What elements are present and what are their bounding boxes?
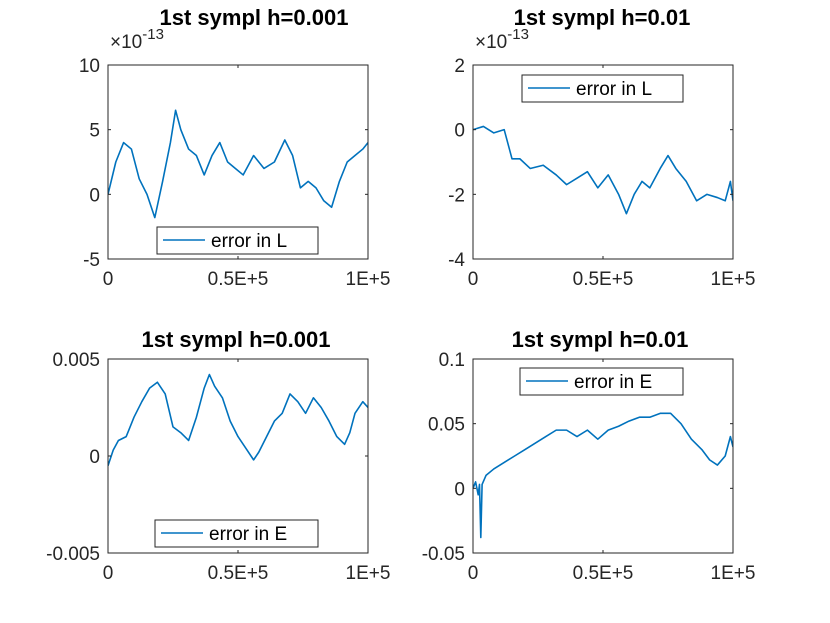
y-tick-label: 5 [89, 121, 100, 142]
axis-multiplier-base: ×10 [475, 32, 507, 53]
x-tick-label: 1E+5 [711, 269, 756, 290]
x-tick-label: 0 [468, 563, 479, 584]
subplot-top-right: 1st sympl h=0.01 ×10-13 0 0.5E+5 1E+5-4-20… [448, 5, 755, 290]
legend-box [519, 367, 684, 396]
axis-multiplier: ×10-13 [475, 26, 529, 53]
x-tick-label: 0 [103, 563, 114, 584]
legend-label: error in L [211, 231, 287, 252]
y-tick-label: -4 [448, 250, 465, 271]
x-tick-label: 0.5E+5 [573, 563, 634, 584]
axis-multiplier-exponent: -13 [142, 26, 164, 43]
x-tick-label: 1E+5 [711, 563, 756, 584]
x-tick-label: 0 [468, 269, 479, 290]
y-tick-label: -0.05 [422, 544, 465, 565]
axis-multiplier-base: ×10 [110, 32, 142, 53]
x-tick-label: 0.5E+5 [573, 269, 634, 290]
subplot-top-left: 1st sympl h=0.001 ×10-13 0 0.5E+5 1E+5-505… [79, 5, 391, 290]
legend: error in E [154, 519, 319, 548]
legend-box [154, 519, 319, 548]
series-line [473, 125, 733, 215]
axis-multiplier-exponent: -13 [507, 26, 529, 43]
subplot-title: 1st sympl h=0.001 [142, 327, 331, 352]
plot-area: 0 0.5E+5 1E+5 -4 -2 0 2 [448, 56, 755, 290]
subplot-title: 1st sympl h=0.001 [160, 5, 349, 30]
x-tick-label: 0.5E+5 [208, 269, 269, 290]
y-tick-label: -0.005 [46, 544, 100, 565]
y-tick-label: 0 [89, 447, 100, 468]
subplot-title: 1st sympl h=0.01 [514, 5, 691, 30]
subplot-bottom-right: 1st sympl h=0.01 0 0.5E+5 1E+5-0.0500.050.… [422, 327, 756, 584]
legend: error in E [519, 367, 684, 396]
y-tick-label: -5 [83, 250, 100, 271]
series-line [108, 373, 368, 466]
y-tick-label: 2 [454, 56, 465, 77]
series-line [108, 109, 368, 219]
y-tick-label: 0.05 [428, 415, 465, 436]
y-tick-label: 0 [454, 121, 465, 142]
x-tick-label: 0 [103, 269, 114, 290]
legend: error in L [521, 74, 684, 103]
legend-label: error in L [576, 79, 652, 100]
y-tick-label: 0.005 [52, 350, 100, 371]
y-tick-label: 0 [89, 185, 100, 206]
x-tick-label: 1E+5 [346, 563, 391, 584]
x-tick-label: 0.5E+5 [208, 563, 269, 584]
y-tick-label: -2 [448, 185, 465, 206]
y-tick-label: 10 [79, 56, 100, 77]
x-tick-label: 1E+5 [346, 269, 391, 290]
legend-label: error in E [574, 372, 652, 393]
series-line [473, 412, 733, 539]
legend: error in L [156, 226, 319, 255]
legend-label: error in E [209, 524, 287, 545]
subplot-title: 1st sympl h=0.01 [512, 327, 689, 352]
y-tick-label: 0 [454, 479, 465, 500]
y-tick-label: 0.1 [439, 350, 465, 371]
subplot-bottom-left: 1st sympl h=0.001 0 0.5E+5 1E+5-0.00500.00… [46, 327, 390, 584]
axis-multiplier: ×10-13 [110, 26, 164, 53]
